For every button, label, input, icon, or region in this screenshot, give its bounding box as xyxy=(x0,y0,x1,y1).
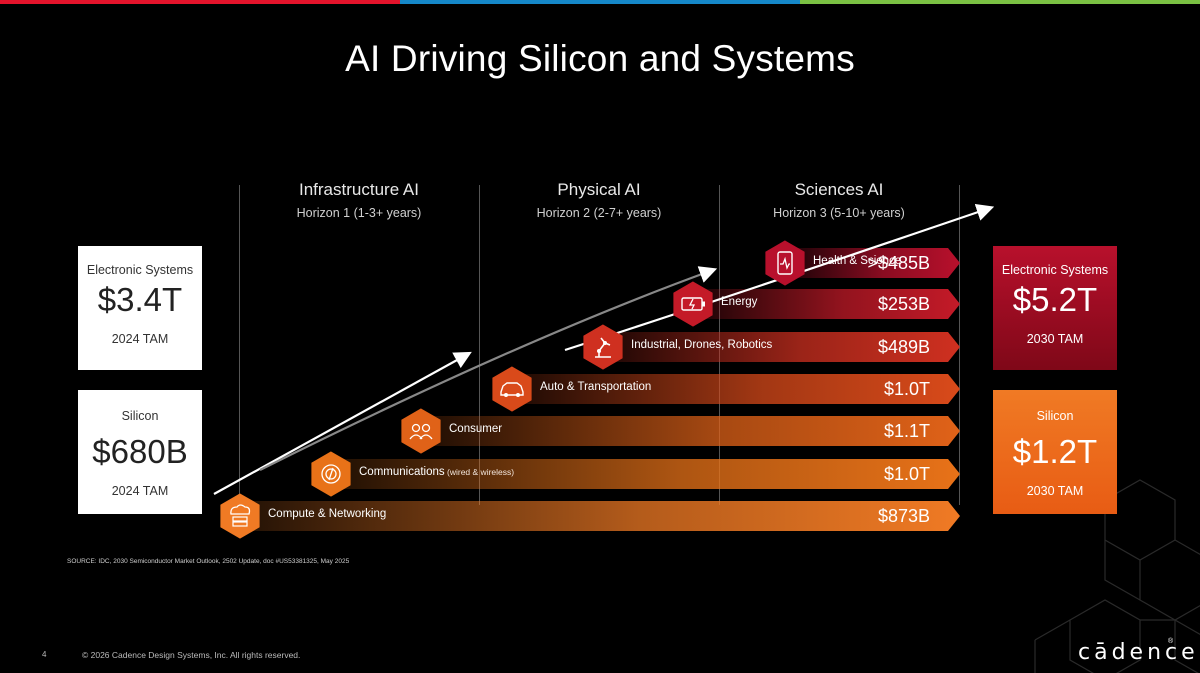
page-number: 4 xyxy=(42,650,47,659)
hexagon-pattern xyxy=(1034,479,1200,673)
silicon-2030-year: 2030 TAM xyxy=(1026,484,1084,498)
segment-value: $253B xyxy=(877,294,930,314)
segment-name: Industrial, Drones, Robotics xyxy=(631,339,773,351)
health-icon xyxy=(765,240,805,286)
horizon-2: Physical AI Horizon 2 (2-7+ years) xyxy=(479,180,719,220)
top-bar-green xyxy=(800,0,1200,4)
signal-icon xyxy=(311,451,351,497)
segment-bar xyxy=(790,248,960,278)
silicon-2024-label: Silicon xyxy=(121,409,159,423)
segment-value: $1.0T xyxy=(883,464,930,484)
horizon-1: Infrastructure AI Horizon 1 (1-3+ years) xyxy=(239,180,479,220)
growth-trend-arrow-2 xyxy=(259,266,718,471)
segment-label: Health & Science xyxy=(813,255,901,267)
server-cloud-icon xyxy=(220,493,260,539)
segment-value: $489B xyxy=(877,337,930,357)
silicon-2024-value: $680B xyxy=(92,433,188,470)
top-color-bar xyxy=(0,0,1200,4)
segment-bar xyxy=(700,289,960,319)
silicon-2030-label: Silicon xyxy=(1036,409,1074,423)
horizon-1-name: Infrastructure AI xyxy=(299,180,419,199)
segment-name-note: (wired & wireless) xyxy=(444,467,515,477)
horizon-1-sub: Horizon 1 (1-3+ years) xyxy=(296,206,422,220)
systems-2030-label: Electronic Systems xyxy=(1001,263,1109,277)
silicon-2030-box: Silicon $1.2T 2030 TAM xyxy=(993,390,1117,514)
segment-bar xyxy=(245,501,960,531)
horizon-3-sub: Horizon 3 (5-10+ years) xyxy=(773,206,905,220)
segment-value: >$485B xyxy=(867,253,930,273)
segment-bar xyxy=(520,374,960,404)
systems-2024-box: Electronic Systems $3.4T 2024 TAM xyxy=(78,246,202,370)
divider-line-4 xyxy=(959,185,960,505)
car-icon xyxy=(492,366,532,412)
segment-bar xyxy=(430,416,960,446)
segment-label: Energy xyxy=(721,296,757,308)
segment-name: Compute & Networking xyxy=(268,508,387,520)
segment-label: Consumer xyxy=(449,423,502,435)
cadence-logo: cādence xyxy=(1078,640,1199,665)
systems-2030-box: Electronic Systems $5.2T 2030 TAM xyxy=(993,246,1117,370)
horizon-2-sub: Horizon 2 (2-7+ years) xyxy=(536,206,662,220)
segment-name: Auto & Transportation xyxy=(540,381,652,393)
systems-2024-value: $3.4T xyxy=(97,281,183,318)
segment-value: $1.0T xyxy=(883,379,930,399)
segment-value: $873B xyxy=(877,506,930,526)
people-icon xyxy=(401,408,441,454)
segment-name: Health & Science xyxy=(813,255,902,267)
segment-bar xyxy=(608,332,960,362)
copyright: © 2026 Cadence Design Systems, Inc. All … xyxy=(82,650,301,660)
horizon-3: Sciences AI Horizon 3 (5-10+ years) xyxy=(719,180,959,220)
horizon-3-name: Sciences AI xyxy=(794,180,884,199)
segment-name: Consumer xyxy=(449,423,503,435)
systems-2030-year: 2030 TAM xyxy=(1026,332,1084,346)
silicon-2024-year: 2024 TAM xyxy=(111,484,169,498)
segment-label: Industrial, Drones, Robotics xyxy=(631,339,772,351)
segment-value: $1.1T xyxy=(883,421,930,441)
registered-mark: ® xyxy=(1168,638,1174,645)
systems-2024-year: 2024 TAM xyxy=(111,332,169,346)
segment-label: Auto & Transportation xyxy=(540,381,651,393)
top-bar-red xyxy=(0,0,400,4)
battery-icon xyxy=(673,281,713,327)
horizon-2-name: Physical AI xyxy=(557,180,641,199)
silicon-2030-value: $1.2T xyxy=(1012,433,1098,470)
growth-trend-arrow-1 xyxy=(213,351,472,495)
segment-name: Communications xyxy=(359,466,445,478)
systems-2024-label: Electronic Systems xyxy=(86,263,194,277)
segment-label: Communications (wired & wireless) xyxy=(359,466,514,478)
source-note: SOURCE: IDC, 2030 Semiconductor Market O… xyxy=(67,558,350,565)
divider-line-1 xyxy=(239,185,240,505)
systems-2030-value: $5.2T xyxy=(1012,281,1098,318)
segment-name: Energy xyxy=(721,296,758,308)
segment-label: Compute & Networking xyxy=(268,508,386,520)
top-bar-blue xyxy=(400,0,800,4)
divider-line-2 xyxy=(479,185,480,505)
robot-arm-icon xyxy=(583,324,623,370)
slide-title: AI Driving Silicon and Systems xyxy=(345,38,855,79)
segment-bar xyxy=(340,459,960,489)
silicon-2024-box: Silicon $680B 2024 TAM xyxy=(78,390,202,514)
